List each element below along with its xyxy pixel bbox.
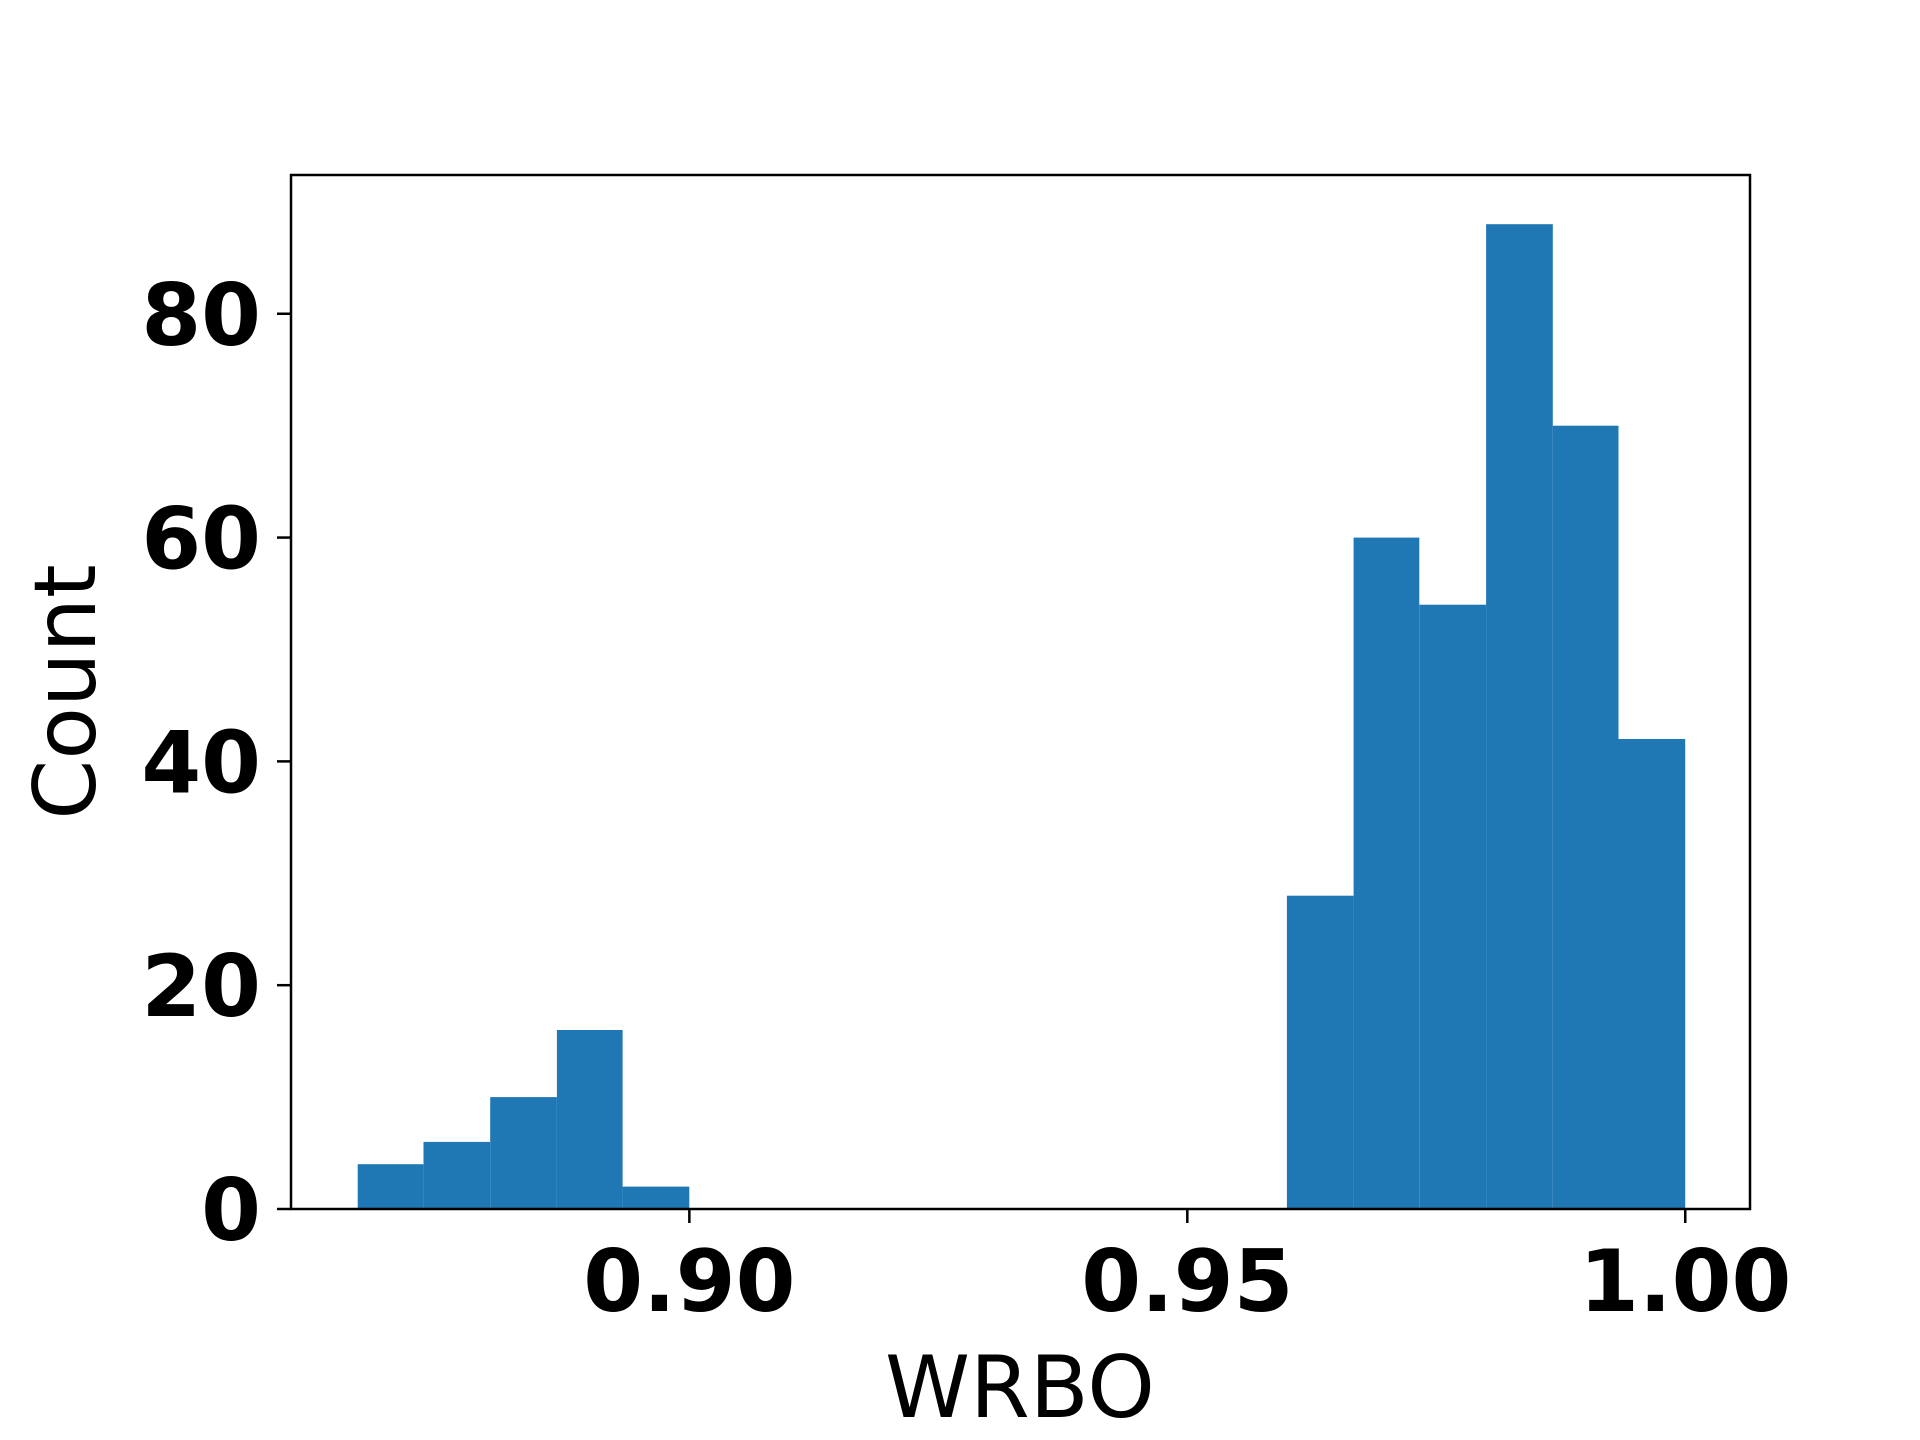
y-tick-label-0: 0 xyxy=(201,1161,261,1261)
histogram-bar-10 xyxy=(1618,739,1686,1209)
histogram-bar-2 xyxy=(490,1097,557,1209)
histogram-bar-1 xyxy=(423,1141,491,1209)
y-axis-ticks: 0 20 40 60 80 xyxy=(141,266,291,1261)
y-axis-label: Count xyxy=(16,564,116,819)
y-tick-label-2: 40 xyxy=(141,713,261,813)
y-tick-label-4: 80 xyxy=(141,266,261,366)
x-axis-ticks: 0.90 0.95 1.00 xyxy=(583,1209,1791,1332)
plot-frame xyxy=(289,173,1752,1211)
histogram-bar-5 xyxy=(1286,895,1354,1209)
x-tick-label-2: 1.00 xyxy=(1579,1232,1791,1332)
y-tick-label-1: 20 xyxy=(141,937,261,1037)
histogram-bar-6 xyxy=(1353,537,1420,1209)
histogram-bar-7 xyxy=(1419,604,1487,1209)
x-tick-label-0: 0.90 xyxy=(583,1232,795,1332)
histogram-bar-3 xyxy=(556,1030,623,1209)
histogram-bar-9 xyxy=(1552,425,1619,1209)
histogram-bar-4 xyxy=(622,1186,690,1209)
histogram-bars xyxy=(357,224,1686,1209)
y-tick-label-3: 60 xyxy=(141,490,261,590)
x-tick-label-1: 0.95 xyxy=(1081,1232,1293,1332)
histogram-bar-8 xyxy=(1486,224,1553,1209)
x-axis-label: WRBO xyxy=(885,1338,1155,1438)
histogram-bar-0 xyxy=(357,1164,424,1209)
